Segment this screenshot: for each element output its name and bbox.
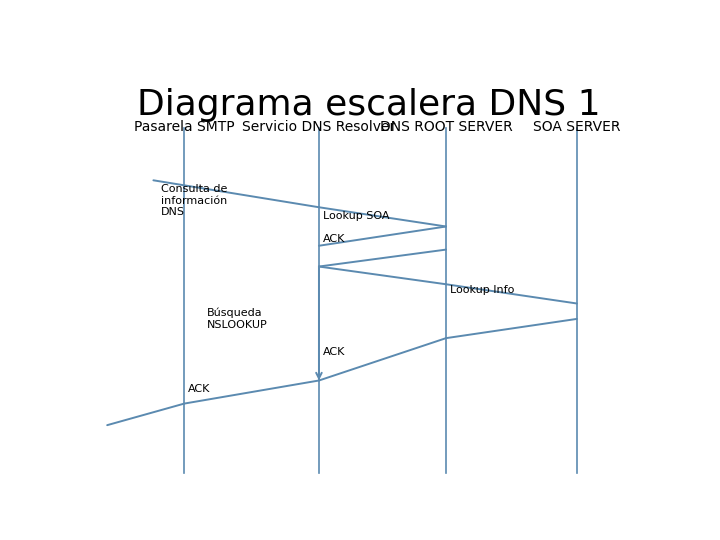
Text: DNS ROOT SERVER: DNS ROOT SERVER — [379, 120, 513, 134]
Text: SOA SERVER: SOA SERVER — [533, 120, 621, 134]
Text: Búsqueda
NSLOOKUP: Búsqueda NSLOOKUP — [207, 308, 268, 330]
Text: Servicio DNS Resolver: Servicio DNS Resolver — [243, 120, 395, 134]
Text: ACK: ACK — [323, 347, 345, 357]
Text: Diagrama escalera DNS 1: Diagrama escalera DNS 1 — [138, 88, 600, 122]
Text: ACK: ACK — [323, 234, 345, 244]
Text: Pasarela SMTP: Pasarela SMTP — [134, 120, 235, 134]
Text: ACK: ACK — [188, 384, 210, 394]
Text: Lookup SOA: Lookup SOA — [323, 211, 390, 221]
Text: Lookup Info: Lookup Info — [450, 285, 514, 295]
Text: Consulta de
información
DNS: Consulta de información DNS — [161, 184, 228, 217]
